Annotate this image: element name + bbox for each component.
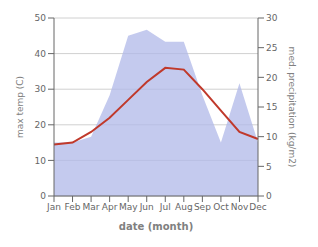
svg-text:Apr: Apr xyxy=(102,202,118,212)
svg-text:Sep: Sep xyxy=(194,202,211,212)
svg-text:Feb: Feb xyxy=(65,202,81,212)
svg-text:10: 10 xyxy=(266,132,278,142)
svg-text:Dec: Dec xyxy=(249,202,266,212)
svg-text:Jul: Jul xyxy=(159,202,171,212)
svg-text:Oct: Oct xyxy=(213,202,229,212)
svg-text:0: 0 xyxy=(40,191,46,201)
svg-text:50: 50 xyxy=(35,13,47,23)
svg-text:Jan: Jan xyxy=(46,202,61,212)
svg-text:max temp (C): max temp (C) xyxy=(15,76,25,138)
svg-text:Nov: Nov xyxy=(231,202,249,212)
svg-text:med. precipitation (kg/m2): med. precipitation (kg/m2) xyxy=(287,47,297,168)
svg-text:40: 40 xyxy=(35,49,47,59)
svg-text:Aug: Aug xyxy=(175,202,193,212)
svg-text:30: 30 xyxy=(35,84,47,94)
svg-text:15: 15 xyxy=(266,102,277,112)
svg-text:30: 30 xyxy=(266,13,278,23)
svg-text:20: 20 xyxy=(35,120,47,130)
svg-text:May: May xyxy=(119,202,138,212)
svg-text:Mar: Mar xyxy=(83,202,100,212)
svg-text:0: 0 xyxy=(266,191,272,201)
svg-text:Jun: Jun xyxy=(139,202,154,212)
svg-text:20: 20 xyxy=(266,73,278,83)
svg-text:10: 10 xyxy=(35,156,47,166)
svg-text:date (month): date (month) xyxy=(119,221,193,232)
svg-text:25: 25 xyxy=(266,43,277,53)
svg-text:5: 5 xyxy=(266,162,272,172)
